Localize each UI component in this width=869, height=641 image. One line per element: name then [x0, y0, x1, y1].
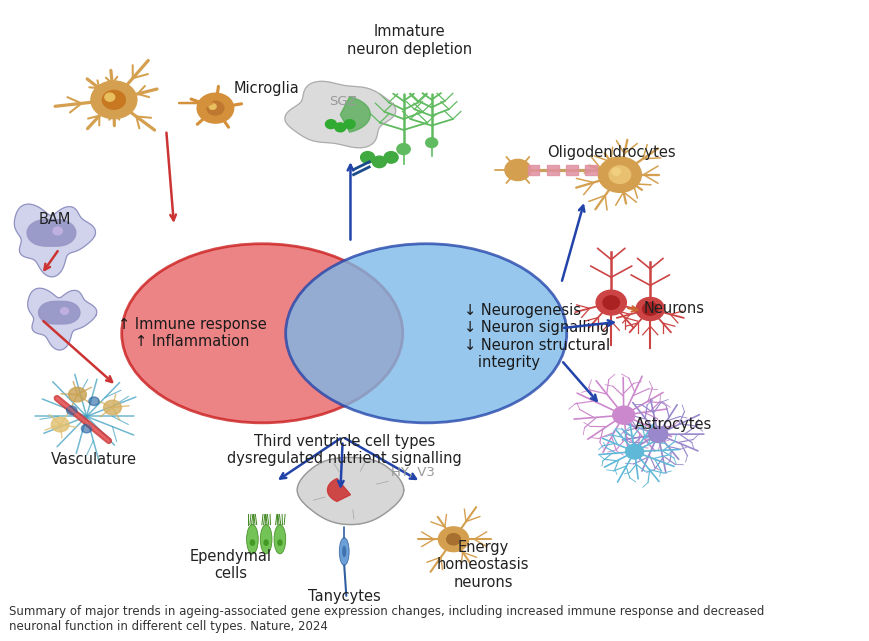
Circle shape	[372, 156, 386, 168]
Circle shape	[383, 152, 398, 163]
Circle shape	[207, 101, 223, 115]
Text: Summary of major trends in ageing-associated gene expression changes, including : Summary of major trends in ageing-associ…	[9, 604, 763, 633]
Polygon shape	[297, 458, 403, 524]
Ellipse shape	[122, 244, 402, 423]
Text: BAM: BAM	[38, 212, 70, 227]
Ellipse shape	[249, 539, 255, 546]
Text: HY, V3: HY, V3	[391, 466, 434, 479]
Circle shape	[612, 406, 634, 424]
Bar	[585, 165, 596, 174]
Circle shape	[602, 296, 619, 310]
Circle shape	[608, 166, 630, 183]
Circle shape	[335, 123, 345, 132]
Polygon shape	[28, 288, 96, 350]
Ellipse shape	[246, 524, 258, 554]
Text: Third ventricle cell types
dysregulated nutrient signalling: Third ventricle cell types dysregulated …	[227, 433, 461, 466]
Circle shape	[647, 426, 667, 442]
Text: Astrocytes: Astrocytes	[634, 417, 712, 431]
Circle shape	[325, 120, 336, 129]
Circle shape	[595, 290, 626, 315]
Circle shape	[91, 81, 136, 119]
Text: Tanycytes: Tanycytes	[308, 589, 380, 604]
Circle shape	[611, 168, 620, 175]
Text: Neurons: Neurons	[642, 301, 703, 317]
Bar	[527, 165, 539, 174]
Ellipse shape	[342, 545, 346, 557]
Text: ↑ Immune response
↑ Inflammation: ↑ Immune response ↑ Inflammation	[117, 317, 266, 349]
Text: Energy
homeostasis
neurons: Energy homeostasis neurons	[436, 540, 529, 590]
Circle shape	[197, 93, 234, 123]
Circle shape	[89, 397, 99, 406]
Circle shape	[53, 227, 63, 235]
Circle shape	[344, 120, 355, 129]
Text: Microglia: Microglia	[233, 81, 299, 96]
Circle shape	[642, 303, 657, 315]
Circle shape	[209, 104, 216, 110]
Circle shape	[598, 157, 640, 192]
Ellipse shape	[277, 539, 282, 546]
Circle shape	[396, 144, 410, 154]
Text: Vasculature: Vasculature	[51, 453, 137, 467]
Circle shape	[438, 527, 468, 552]
Circle shape	[425, 138, 437, 147]
Ellipse shape	[263, 539, 269, 546]
Bar	[566, 165, 577, 174]
Circle shape	[103, 90, 125, 109]
Circle shape	[103, 400, 122, 415]
Ellipse shape	[274, 524, 285, 554]
Ellipse shape	[285, 244, 566, 423]
Circle shape	[625, 444, 643, 459]
Polygon shape	[14, 204, 96, 277]
Text: SGZ: SGZ	[328, 96, 356, 108]
Ellipse shape	[260, 524, 272, 554]
Polygon shape	[340, 97, 370, 132]
Circle shape	[66, 406, 76, 415]
Ellipse shape	[339, 538, 348, 565]
Bar	[547, 165, 558, 174]
Circle shape	[51, 417, 69, 432]
Circle shape	[69, 387, 86, 402]
Polygon shape	[27, 220, 76, 246]
Circle shape	[504, 160, 530, 181]
Text: ↓ Neurogenesis
↓ Neuron signalling
↓ Neuron structural
   integrity: ↓ Neurogenesis ↓ Neuron signalling ↓ Neu…	[464, 303, 610, 370]
Circle shape	[361, 152, 375, 163]
Polygon shape	[327, 479, 350, 501]
Text: Immature
neuron depletion: Immature neuron depletion	[347, 24, 472, 56]
Circle shape	[82, 424, 91, 433]
Circle shape	[446, 533, 460, 545]
Circle shape	[105, 93, 115, 101]
Text: Oligodendrocytes: Oligodendrocytes	[547, 146, 674, 160]
Polygon shape	[284, 81, 395, 148]
Polygon shape	[38, 301, 80, 324]
Circle shape	[635, 297, 664, 320]
Text: Ependymal
cells: Ependymal cells	[189, 549, 272, 581]
Circle shape	[61, 308, 69, 314]
